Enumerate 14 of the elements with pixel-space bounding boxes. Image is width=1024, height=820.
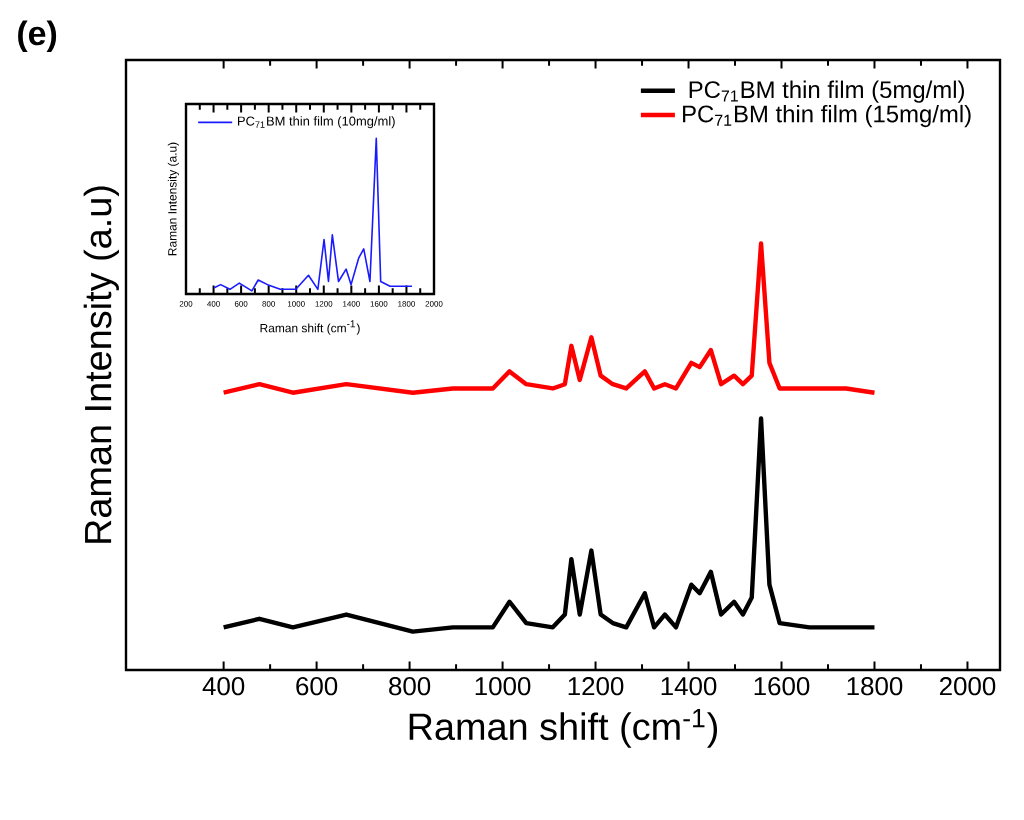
x-tick-label: 1000: [475, 677, 531, 696]
legend-label: PC$_{71}$BM thin film (5mg/ml): [689, 80, 964, 103]
x-tick-label: 1600: [754, 677, 810, 696]
x-tick-label: 1400: [661, 677, 717, 696]
legend-label: PC$_{71}$BM thin film (15mg/ml): [683, 104, 971, 128]
x-tick-label: 600: [296, 677, 338, 696]
x-tick-label: 1200: [568, 677, 624, 696]
x-tick-label: 400: [202, 677, 245, 696]
x-tick-label: 1800: [847, 677, 903, 696]
y-axis-title: Raman Intensity (a.u): [83, 186, 119, 543]
x-tick-label: 2000: [939, 677, 996, 696]
x-tick-label: 800: [389, 677, 431, 696]
x-axis-title: Raman shift (cm$^{-1}$): [409, 709, 718, 748]
text: (e): [18, 20, 57, 52]
